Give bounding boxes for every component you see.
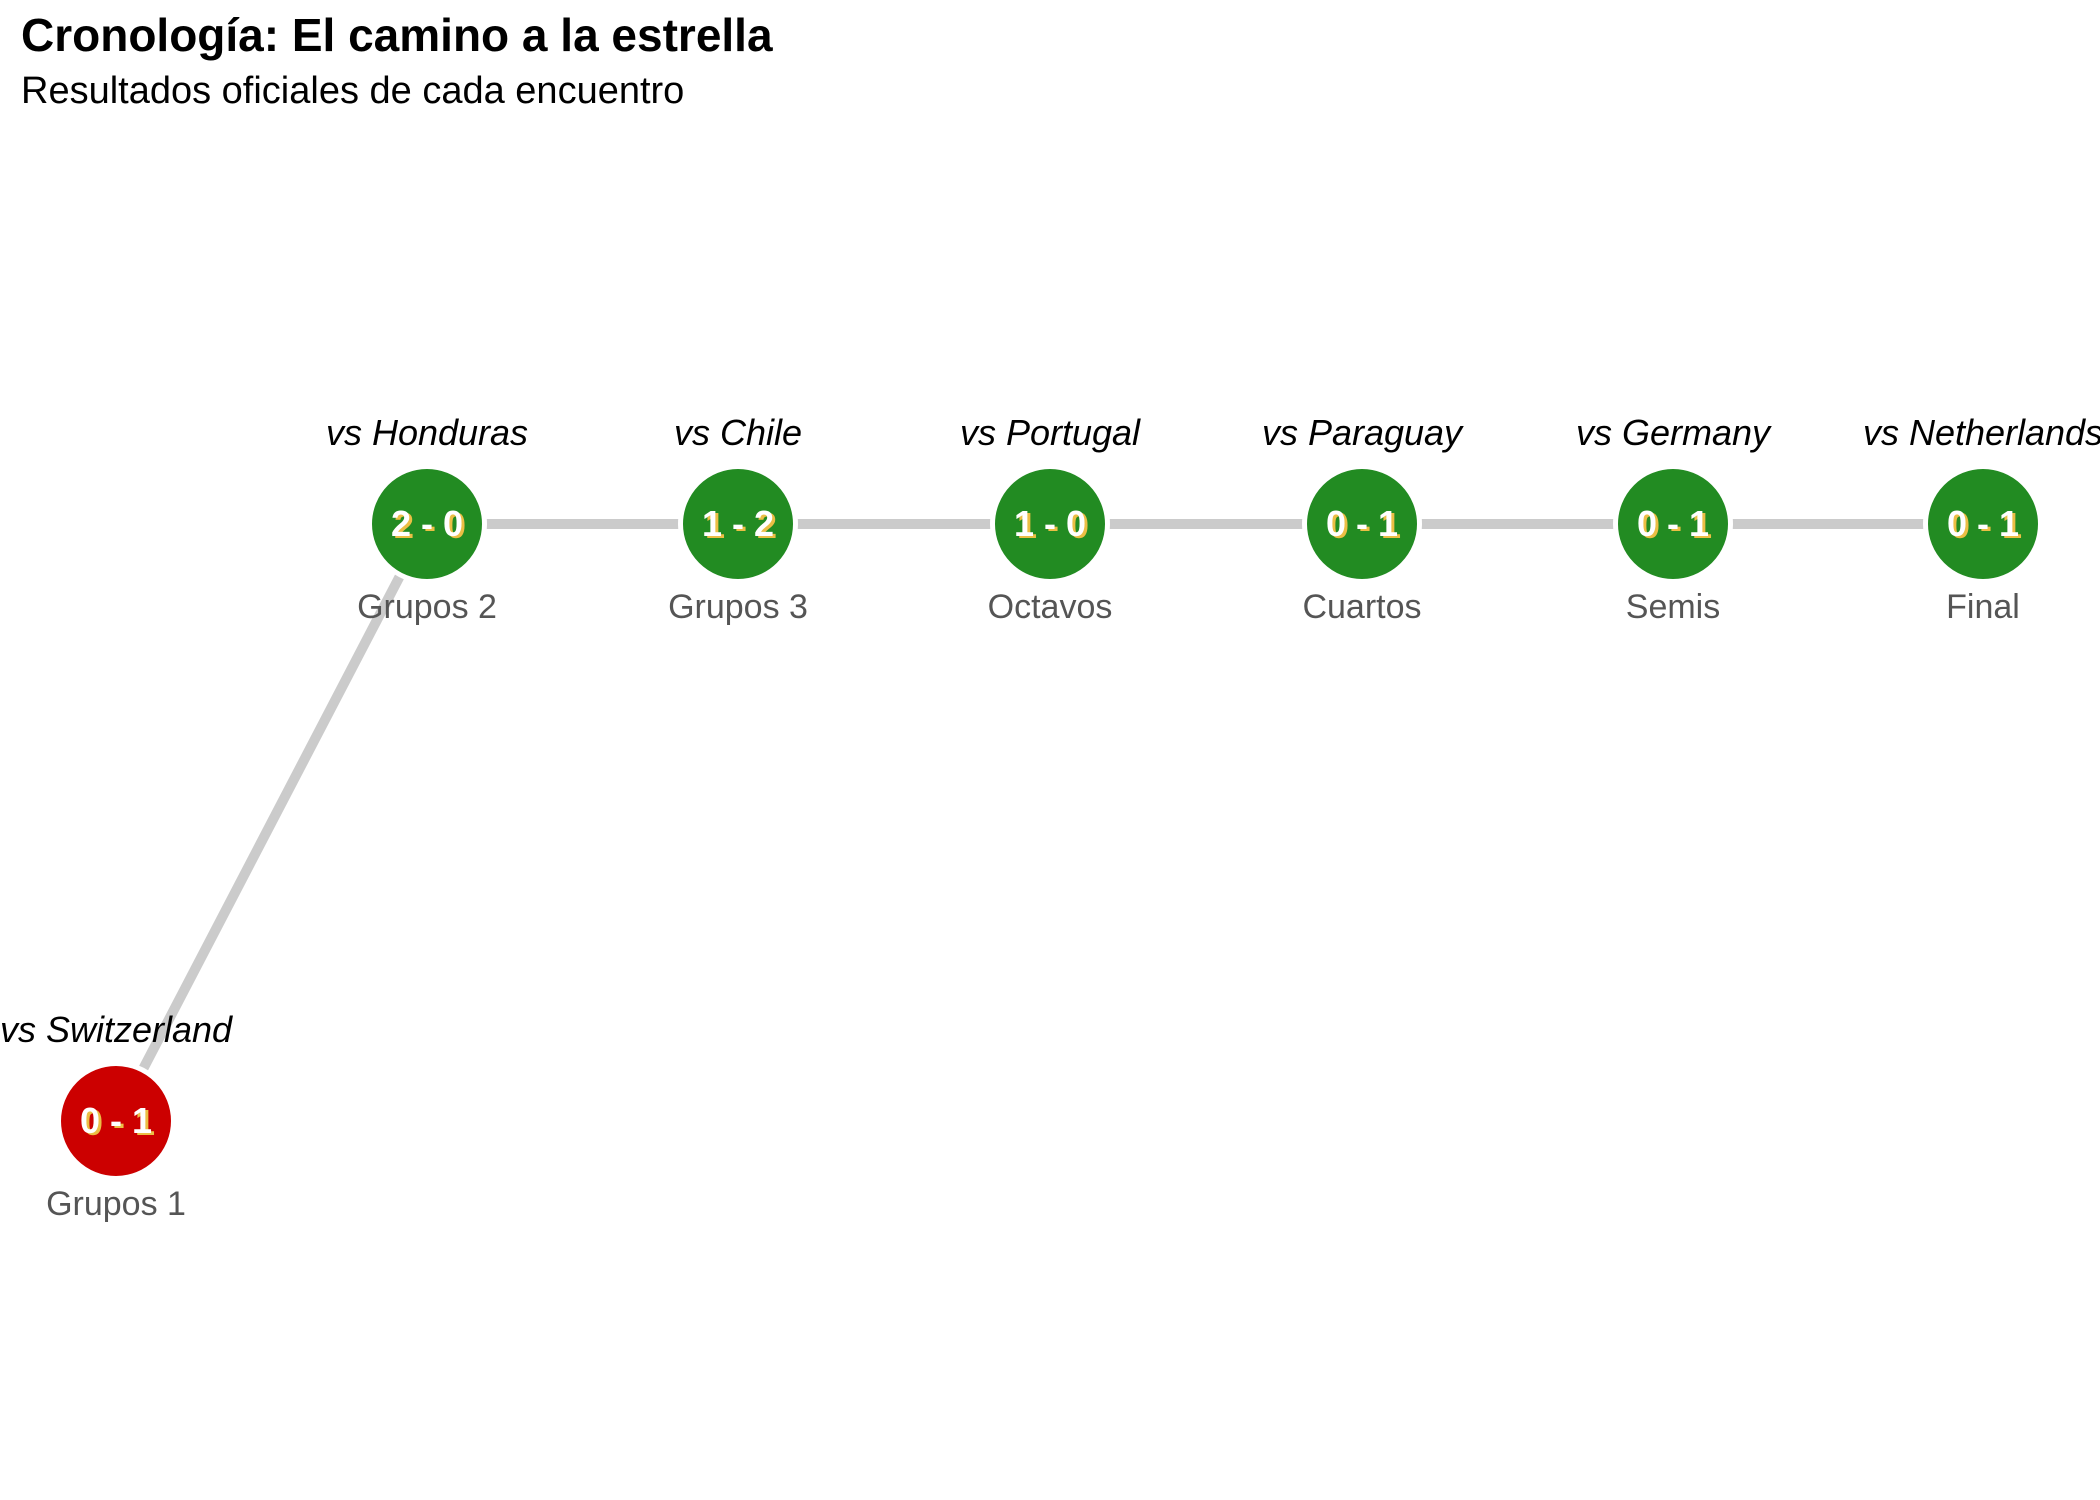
score-value: 1 - 2 — [701, 503, 775, 544]
score-circle: 1 - 2 — [678, 464, 798, 584]
chart-title: Cronología: El camino a la estrella — [21, 9, 773, 61]
stage-label: Grupos 2 — [357, 588, 497, 626]
score-circle: 0 - 1 — [56, 1061, 176, 1181]
opponent-label: vs Portugal — [959, 412, 1141, 453]
stage-label: Grupos 3 — [668, 588, 808, 626]
score-circle: 0 - 1 — [1302, 464, 1422, 584]
score-value: 2 - 0 — [390, 503, 464, 544]
score-circle: 0 - 1 — [1923, 464, 2043, 584]
opponent-label: vs Germany — [1575, 412, 1771, 453]
opponent-label: vs Netherlands — [1862, 412, 2100, 453]
score-circle: 2 - 0 — [367, 464, 487, 584]
chart-subtitle: Resultados oficiales de cada encuentro — [21, 70, 685, 112]
score-value: 0 - 1 — [1946, 503, 2020, 544]
opponent-label: vs Chile — [673, 412, 803, 453]
score-circle: 1 - 0 — [990, 464, 1110, 584]
stage-label: Cuartos — [1302, 588, 1422, 626]
opponent-label: vs Honduras — [325, 412, 529, 453]
score-circle: 0 - 1 — [1613, 464, 1733, 584]
score-value: 1 - 0 — [1013, 503, 1087, 544]
opponent-label: vs Switzerland — [0, 1009, 233, 1050]
stage-label: Semis — [1625, 588, 1721, 626]
stage-label: Octavos — [987, 588, 1113, 626]
stage-label: Grupos 1 — [46, 1185, 186, 1223]
score-value: 0 - 1 — [1636, 503, 1710, 544]
score-value: 0 - 1 — [1325, 503, 1399, 544]
opponent-label: vs Paraguay — [1261, 412, 1463, 453]
stage-label: Final — [1946, 588, 2020, 626]
score-value: 0 - 1 — [79, 1100, 153, 1141]
